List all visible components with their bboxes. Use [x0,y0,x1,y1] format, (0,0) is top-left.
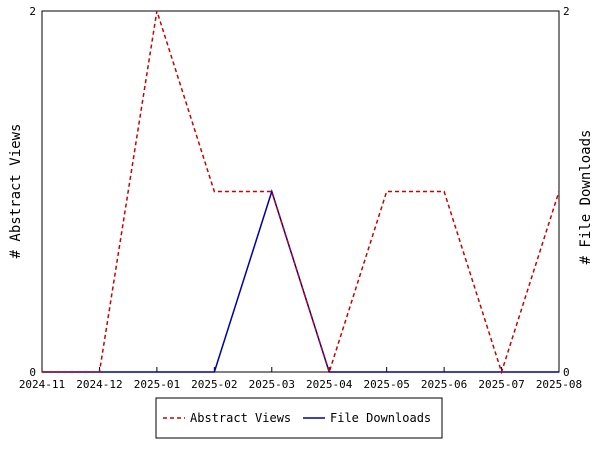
legend-label-abstract-views: Abstract Views [190,411,291,425]
x-tick-label: 2025-05 [363,378,409,391]
x-tick-label: 2025-08 [536,378,582,391]
x-tick-label: 2025-02 [191,378,237,391]
plot-area [41,10,560,373]
x-tick-label: 2024-11 [19,378,65,391]
legend-box [155,397,443,439]
x-tick-label: 2025-06 [421,378,467,391]
y-left-tick-label: 0 [29,366,36,379]
series-layer [42,10,560,375]
x-axis: 2024-11 2024-12 2025-01 2025-02 2025-03 2025-… [19,367,582,391]
legend-label-file-downloads: File Downloads [330,411,431,425]
y-axis-right-title: # File Downloads [578,130,594,265]
x-tick-label: 2025-07 [478,378,524,391]
y-right-tick-label: 2 [563,5,570,18]
y-right-tick-label: 0 [563,366,570,379]
legend: Abstract Views File Downloads [155,397,443,439]
y-axis-left-title: # Abstract Views [8,124,24,259]
x-tick-label: 2025-03 [249,378,295,391]
x-tick-label: 2024-12 [76,378,122,391]
series-line-abstract-views [42,10,560,375]
x-tick-label: 2025-04 [306,378,353,391]
x-tick-label: 2025-01 [134,378,180,391]
y-left-tick-label: 2 [29,5,36,18]
